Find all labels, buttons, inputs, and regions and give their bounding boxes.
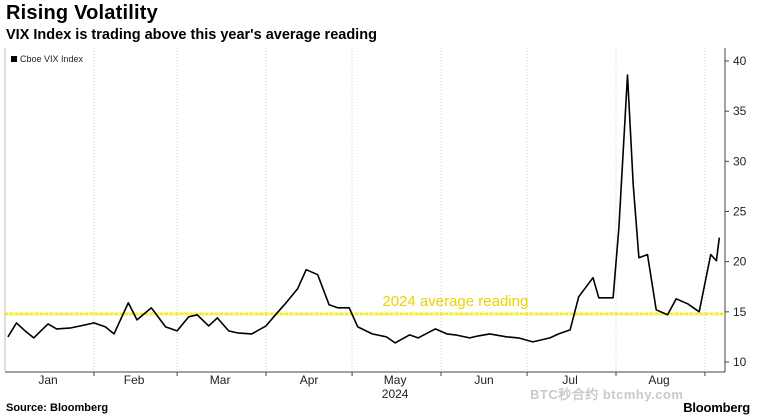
bloomberg-logo: Bloomberg <box>683 400 750 415</box>
y-tick-label: 40 <box>733 54 747 68</box>
x-tick-label: Apr <box>300 373 319 387</box>
chart-subtitle: VIX Index is trading above this year's a… <box>6 27 377 43</box>
legend-label-vix: Cboe VIX Index <box>20 54 84 64</box>
x-tick-label: Jul <box>562 373 577 387</box>
y-tick-label: 15 <box>733 305 747 319</box>
legend-swatch-vix <box>11 56 17 62</box>
vix-series-line <box>7 74 721 344</box>
average-annotation: 2024 average reading <box>382 293 528 310</box>
y-tick-label: 35 <box>733 104 747 118</box>
y-tick-label: 10 <box>733 355 747 369</box>
y-tick-label: 20 <box>733 255 747 269</box>
y-tick-label: 30 <box>733 154 747 168</box>
x-tick-label: Aug <box>648 373 669 387</box>
chart-title: Rising Volatility <box>6 2 158 24</box>
x-tick-label: Jan <box>38 373 57 387</box>
legend: Cboe VIX Index <box>8 53 87 65</box>
source-note: Source: Bloomberg <box>6 402 109 414</box>
x-tick-label: Mar <box>210 373 231 387</box>
x-tick-label: May <box>384 373 407 387</box>
x-tick-label: Feb <box>124 373 145 387</box>
x-tick-label: Jun <box>474 373 493 387</box>
y-tick-label: 25 <box>733 205 747 219</box>
x-axis-year-label: 2024 <box>382 387 409 401</box>
watermark-text: BTC秒合约 btcmhy.com <box>530 387 684 402</box>
